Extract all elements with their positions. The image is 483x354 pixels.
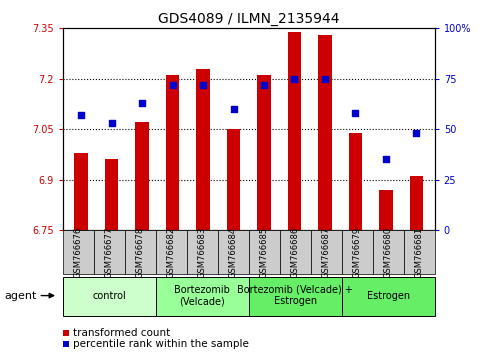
Text: percentile rank within the sample: percentile rank within the sample xyxy=(73,339,249,349)
FancyBboxPatch shape xyxy=(404,230,435,274)
Text: agent: agent xyxy=(5,291,37,301)
Point xyxy=(77,112,85,118)
Text: GSM766684: GSM766684 xyxy=(229,227,238,278)
Bar xyxy=(196,69,210,230)
Text: GSM766679: GSM766679 xyxy=(353,227,362,278)
FancyBboxPatch shape xyxy=(249,230,280,274)
Point xyxy=(229,106,237,112)
Point xyxy=(199,82,207,88)
Point xyxy=(321,76,329,82)
FancyBboxPatch shape xyxy=(94,230,125,274)
Text: GSM766685: GSM766685 xyxy=(260,227,269,278)
Point xyxy=(412,130,420,136)
Point xyxy=(108,120,115,126)
Bar xyxy=(135,122,149,230)
Point xyxy=(169,82,176,88)
Bar xyxy=(410,176,423,230)
Text: GSM766686: GSM766686 xyxy=(291,227,300,278)
Text: GSM766677: GSM766677 xyxy=(105,227,114,278)
Text: GSM766687: GSM766687 xyxy=(322,227,331,278)
Bar xyxy=(257,75,271,230)
Point xyxy=(352,110,359,116)
FancyBboxPatch shape xyxy=(311,230,342,274)
Bar xyxy=(349,132,362,230)
FancyBboxPatch shape xyxy=(280,230,311,274)
FancyBboxPatch shape xyxy=(156,276,249,316)
FancyBboxPatch shape xyxy=(156,230,187,274)
Point xyxy=(382,157,390,162)
Text: control: control xyxy=(92,291,126,301)
Title: GDS4089 / ILMN_2135944: GDS4089 / ILMN_2135944 xyxy=(158,12,340,26)
FancyBboxPatch shape xyxy=(373,230,404,274)
FancyBboxPatch shape xyxy=(63,276,156,316)
Bar xyxy=(318,35,332,230)
FancyBboxPatch shape xyxy=(187,230,218,274)
Bar xyxy=(227,129,241,230)
Text: GSM766683: GSM766683 xyxy=(198,227,207,278)
Text: Bortezomib (Velcade) +
Estrogen: Bortezomib (Velcade) + Estrogen xyxy=(237,285,353,307)
FancyBboxPatch shape xyxy=(218,230,249,274)
Text: GSM766678: GSM766678 xyxy=(136,227,145,278)
Bar xyxy=(74,153,88,230)
Point xyxy=(291,76,298,82)
Point xyxy=(138,100,146,106)
Bar xyxy=(166,75,179,230)
FancyBboxPatch shape xyxy=(249,276,342,316)
Bar xyxy=(287,32,301,230)
Bar xyxy=(379,190,393,230)
Text: GSM766681: GSM766681 xyxy=(415,227,424,278)
FancyBboxPatch shape xyxy=(63,230,94,274)
FancyBboxPatch shape xyxy=(342,230,373,274)
Text: Estrogen: Estrogen xyxy=(367,291,410,301)
Bar xyxy=(105,159,118,230)
Point xyxy=(260,82,268,88)
Text: GSM766682: GSM766682 xyxy=(167,227,176,278)
FancyBboxPatch shape xyxy=(125,230,156,274)
FancyBboxPatch shape xyxy=(342,276,435,316)
Text: transformed count: transformed count xyxy=(73,328,170,338)
Text: GSM766680: GSM766680 xyxy=(384,227,393,278)
Text: GSM766676: GSM766676 xyxy=(74,227,83,278)
Text: Bortezomib
(Velcade): Bortezomib (Velcade) xyxy=(174,285,230,307)
